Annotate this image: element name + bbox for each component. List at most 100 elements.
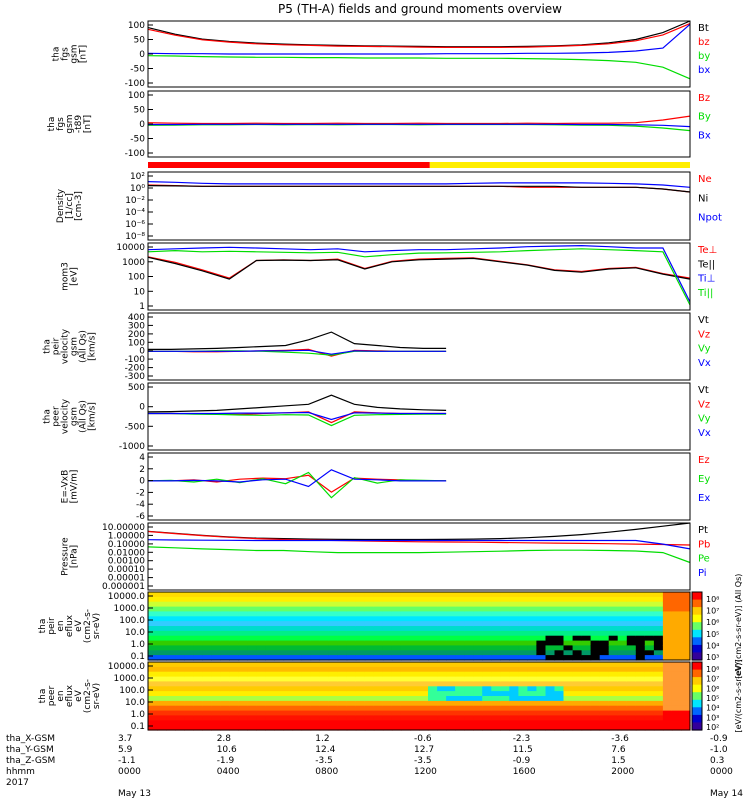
heat-cell bbox=[184, 705, 194, 712]
heat-cell bbox=[274, 645, 285, 651]
heat-cell bbox=[193, 715, 203, 721]
heat-cell bbox=[527, 596, 537, 603]
heat-cell bbox=[599, 606, 610, 613]
heat-cell bbox=[364, 645, 375, 651]
heat-cell bbox=[455, 666, 465, 673]
heat-cell bbox=[545, 720, 556, 726]
heat-cell bbox=[491, 626, 501, 632]
heat-cell bbox=[319, 666, 330, 673]
heat-cell bbox=[509, 630, 519, 637]
heat-cell bbox=[527, 592, 537, 598]
heat-cell bbox=[391, 725, 402, 731]
heat-cell bbox=[437, 635, 447, 642]
heat-cell bbox=[509, 696, 519, 702]
heat-cell bbox=[635, 635, 646, 642]
heat-cell bbox=[518, 596, 528, 603]
heat-cell bbox=[500, 705, 510, 712]
heat-cell bbox=[400, 640, 411, 647]
heat-cell bbox=[238, 596, 248, 603]
heat-cell bbox=[373, 671, 384, 678]
heat-cell bbox=[256, 635, 266, 642]
series-line-Ex bbox=[148, 469, 447, 488]
heat-cell bbox=[455, 650, 465, 656]
heat-cell bbox=[500, 635, 510, 642]
heat-cell bbox=[635, 650, 646, 656]
heat-cell bbox=[545, 662, 556, 668]
heat-cell bbox=[184, 635, 194, 642]
heat-cell bbox=[419, 606, 429, 613]
heat-cell bbox=[337, 650, 348, 656]
heat-cell bbox=[681, 621, 691, 627]
heat-cell bbox=[681, 691, 691, 697]
heat-cell bbox=[681, 666, 691, 673]
heat-cell bbox=[635, 596, 646, 603]
heat-cell bbox=[382, 691, 393, 697]
heat-cell bbox=[175, 626, 185, 632]
heat-cell bbox=[193, 601, 203, 608]
heat-cell bbox=[599, 681, 610, 687]
heat-cell bbox=[563, 671, 574, 678]
x-axis-value: 2.8 bbox=[217, 734, 232, 744]
heat-cell bbox=[157, 592, 167, 598]
heat-cell bbox=[491, 596, 501, 603]
heat-cell bbox=[536, 616, 546, 622]
heat-cell bbox=[166, 592, 176, 598]
heat-cell bbox=[283, 635, 294, 642]
heat-cell bbox=[310, 650, 321, 656]
heat-cell bbox=[419, 671, 429, 678]
legend-label: Vx bbox=[698, 428, 711, 439]
heat-cell bbox=[400, 616, 411, 622]
heat-cell bbox=[464, 596, 474, 603]
heat-cell bbox=[355, 601, 366, 608]
heat-cell bbox=[437, 650, 447, 656]
heat-cell bbox=[355, 645, 366, 651]
heat-cell bbox=[274, 650, 285, 656]
heat-cell bbox=[292, 592, 303, 598]
heat-cell bbox=[391, 700, 402, 707]
heat-cell bbox=[681, 596, 691, 603]
heat-cell bbox=[455, 611, 465, 617]
heat-cell bbox=[644, 630, 655, 637]
heat-cell bbox=[229, 630, 239, 637]
heat-cell bbox=[400, 696, 411, 702]
series-line-Pb bbox=[147, 530, 691, 546]
heat-cell bbox=[382, 715, 393, 721]
y-axis-label: (cm2-s- bbox=[83, 609, 93, 643]
heat-cell bbox=[563, 710, 574, 717]
heat-cell bbox=[437, 676, 447, 683]
heat-cell bbox=[681, 676, 691, 683]
heat-cell bbox=[400, 710, 411, 717]
heat-cell bbox=[229, 720, 239, 726]
heat-cell bbox=[283, 662, 294, 668]
heat-cell bbox=[473, 601, 483, 608]
heat-cell bbox=[671, 696, 682, 702]
heat-cell bbox=[175, 621, 185, 627]
heat-cell bbox=[437, 681, 447, 687]
y-axis-label: sr-eV) bbox=[92, 683, 102, 709]
heat-cell bbox=[310, 710, 321, 717]
heat-cell bbox=[536, 635, 546, 642]
heat-cell bbox=[437, 691, 447, 697]
heat-cell bbox=[328, 720, 339, 726]
heat-cell bbox=[400, 601, 411, 608]
heat-cell bbox=[328, 662, 339, 668]
heat-cell bbox=[382, 621, 393, 627]
heat-cell bbox=[193, 650, 203, 656]
heat-cell bbox=[590, 606, 601, 613]
heat-cell bbox=[437, 696, 447, 702]
x-axis-value: -3.5 bbox=[315, 756, 333, 766]
heat-cell bbox=[527, 686, 537, 692]
heat-cell bbox=[563, 676, 574, 683]
heat-cell bbox=[373, 700, 384, 707]
heat-cell bbox=[391, 686, 402, 692]
heat-cell bbox=[292, 676, 303, 683]
heat-cell bbox=[283, 596, 294, 603]
heat-cell bbox=[410, 705, 420, 712]
heat-cell bbox=[364, 666, 375, 673]
heat-cell bbox=[536, 686, 546, 692]
heat-cell bbox=[653, 705, 664, 712]
heat-cell bbox=[238, 645, 248, 651]
heat-cell bbox=[644, 592, 655, 598]
heat-cell bbox=[464, 621, 474, 627]
